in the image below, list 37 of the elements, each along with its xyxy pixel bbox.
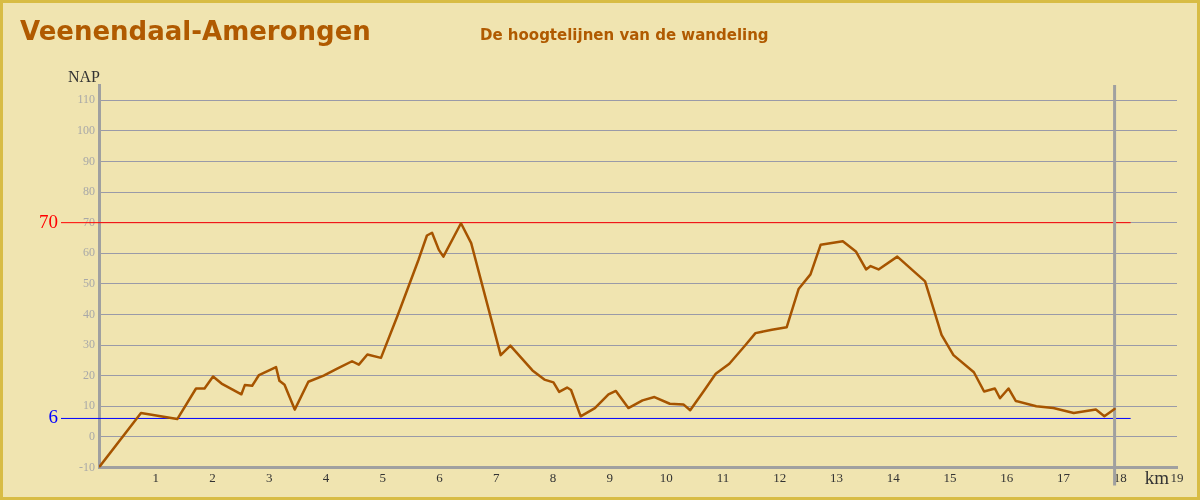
chart-title: Veenendaal-Amerongen [20, 16, 371, 46]
x-tick-label: 3 [265, 469, 273, 485]
x-tick-label: 15 [943, 469, 957, 485]
x-tick-label: 17 [1057, 469, 1071, 485]
x-tick-label: 9 [606, 469, 613, 485]
x-tick-label: 7 [492, 469, 500, 485]
x-tick-label: 14 [886, 469, 901, 485]
x-tick-label: 6 [436, 469, 444, 485]
x-tick-label: 18 [1113, 469, 1127, 485]
y-tick-label: 90 [83, 153, 95, 168]
x-tick-label: 4 [322, 469, 330, 485]
x-tick-label: 19 [1170, 469, 1184, 485]
y-tick-label: 30 [83, 337, 95, 352]
y-tick-label: 0 [89, 428, 95, 443]
x-tick-label: 8 [549, 469, 557, 485]
y-tick-label: 60 [83, 245, 95, 260]
x-tick-label: 5 [379, 469, 386, 485]
y-tick-label: 10 [83, 398, 95, 413]
ref-line-label: 6 [48, 406, 58, 428]
y-tick-label: 20 [83, 367, 95, 382]
y-tick-label: 110 [77, 92, 95, 107]
ref-line-label: 70 [39, 210, 58, 232]
y-tick-label: -10 [79, 459, 95, 474]
y-tick-label: 40 [83, 306, 95, 321]
x-tick-label: 2 [209, 469, 216, 485]
x-tick-label: 1 [152, 469, 159, 485]
y-tick-label: 50 [83, 276, 95, 290]
x-tick-label: 13 [830, 469, 844, 485]
y-tick-label: 100 [77, 123, 95, 138]
y-axis-title: NAP [67, 68, 101, 85]
x-tick-label: 10 [659, 469, 673, 485]
x-tick-label: 11 [716, 469, 730, 485]
y-tick-label: 80 [83, 184, 95, 199]
x-tick-label: 12 [773, 469, 787, 485]
x-axis-title: km [1144, 467, 1170, 489]
chart-subtitle: De hoogtelijnen van de wandeling [480, 26, 769, 44]
x-tick-label: 16 [1000, 469, 1014, 485]
